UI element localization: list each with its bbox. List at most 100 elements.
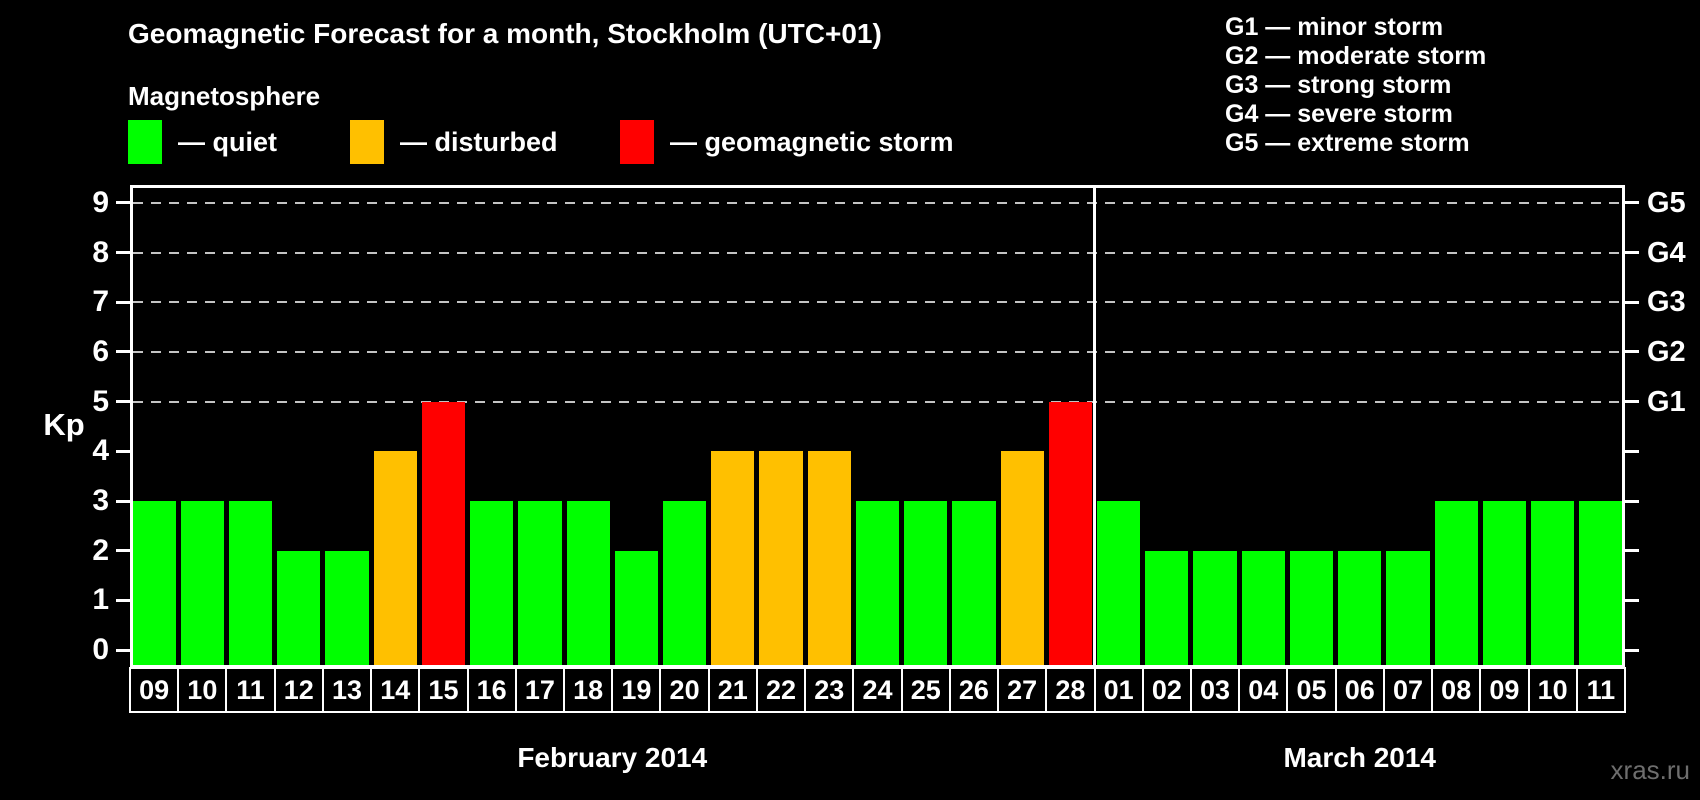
day-label-february-25: 25 bbox=[900, 667, 951, 713]
day-label-february-09: 09 bbox=[129, 667, 180, 713]
bar-february-25 bbox=[904, 501, 948, 665]
y-axis-label-5: 5 bbox=[92, 384, 109, 418]
month-label-march: March 2014 bbox=[1283, 742, 1437, 773]
right-tick-kp4 bbox=[1625, 449, 1639, 453]
legend-item-disturbed: — disturbed bbox=[350, 120, 558, 164]
day-label-march-02: 02 bbox=[1141, 667, 1192, 713]
day-label-march-04: 04 bbox=[1238, 667, 1289, 713]
day-label-february-21: 21 bbox=[707, 667, 758, 713]
g-scale-legend-line-5: G5 — extreme storm bbox=[1225, 129, 1470, 157]
day-label-february-10: 10 bbox=[177, 667, 228, 713]
day-label-february-22: 22 bbox=[755, 667, 807, 713]
chart-title: Geomagnetic Forecast for a month, Stockh… bbox=[128, 18, 882, 49]
left-tick-kp7 bbox=[116, 300, 130, 304]
g-scale-legend-line-2: G2 — moderate storm bbox=[1225, 42, 1487, 70]
right-tick-kp1 bbox=[1625, 598, 1639, 602]
bar-march-03 bbox=[1193, 550, 1237, 665]
y-axis-label-8: 8 bbox=[92, 235, 109, 269]
left-tick-kp3 bbox=[116, 499, 130, 503]
quiet-swatch bbox=[128, 120, 162, 164]
right-tick-kp5 bbox=[1625, 400, 1639, 404]
bar-march-10 bbox=[1531, 501, 1575, 665]
plot-frame bbox=[130, 185, 1625, 668]
left-tick-kp1 bbox=[116, 598, 130, 602]
bar-february-18 bbox=[566, 501, 610, 665]
bar-february-12 bbox=[277, 550, 321, 665]
legend-item-label: — quiet bbox=[178, 126, 277, 157]
bar-february-27 bbox=[1000, 451, 1044, 665]
g-scale-label-g1: G1 bbox=[1647, 385, 1686, 418]
bar-march-04 bbox=[1241, 550, 1285, 665]
bar-march-01 bbox=[1097, 501, 1141, 665]
day-label-february-15: 15 bbox=[418, 667, 469, 713]
month-label-february: February 2014 bbox=[517, 742, 708, 773]
y-axis-label-1: 1 bbox=[92, 583, 109, 617]
day-label-february-27: 27 bbox=[997, 667, 1048, 713]
right-tick-kp2 bbox=[1625, 549, 1639, 553]
bar-march-07 bbox=[1386, 550, 1430, 665]
right-tick-kp6 bbox=[1625, 350, 1639, 354]
bar-february-26 bbox=[952, 501, 996, 665]
legend-item-quiet: — quiet bbox=[128, 120, 277, 164]
left-tick-kp6 bbox=[116, 350, 130, 354]
g-scale-legend-line-1: G1 — minor storm bbox=[1225, 13, 1444, 41]
bar-february-28 bbox=[1048, 401, 1092, 665]
right-tick-kp0 bbox=[1625, 648, 1639, 652]
bar-february-23 bbox=[807, 451, 851, 665]
right-tick-kp9 bbox=[1625, 201, 1639, 205]
y-axis-label-4: 4 bbox=[92, 434, 109, 468]
bar-february-16 bbox=[470, 501, 514, 665]
y-axis-label-3: 3 bbox=[92, 484, 109, 518]
legend-item-storm: — geomagnetic storm bbox=[620, 120, 954, 164]
g-scale-label-g2: G2 bbox=[1647, 335, 1686, 368]
day-label-march-06: 06 bbox=[1334, 667, 1385, 713]
day-label-february-23: 23 bbox=[804, 667, 855, 713]
bar-february-09 bbox=[132, 501, 176, 665]
bar-february-22 bbox=[759, 451, 803, 665]
g-scale-legend: G1 — minor storm G2 — moderate storm G3 — … bbox=[1225, 13, 1486, 158]
day-label-march-07: 07 bbox=[1382, 667, 1434, 713]
day-label-february-13: 13 bbox=[321, 667, 373, 713]
gridline-kp5 bbox=[133, 400, 1622, 403]
left-tick-kp4 bbox=[116, 449, 130, 453]
day-label-march-05: 05 bbox=[1286, 667, 1337, 713]
bar-february-24 bbox=[855, 501, 900, 665]
right-tick-kp3 bbox=[1625, 499, 1639, 503]
day-label-march-01: 01 bbox=[1093, 667, 1144, 713]
day-label-february-28: 28 bbox=[1045, 667, 1096, 713]
left-tick-kp5 bbox=[116, 400, 130, 404]
day-label-march-09: 09 bbox=[1479, 667, 1530, 713]
gridline-kp7 bbox=[133, 301, 1622, 304]
y-axis-label-7: 7 bbox=[92, 285, 109, 319]
day-label-march-03: 03 bbox=[1189, 667, 1241, 713]
legend-item-label: — geomagnetic storm bbox=[670, 126, 954, 157]
disturbed-swatch bbox=[350, 120, 384, 164]
g-scale-label-g5: G5 bbox=[1647, 186, 1686, 219]
g-scale-legend-line-3: G3 — strong storm bbox=[1225, 71, 1452, 99]
day-label-march-10: 10 bbox=[1527, 667, 1578, 713]
bar-march-05 bbox=[1289, 550, 1334, 665]
bar-march-06 bbox=[1338, 550, 1382, 665]
bar-february-21 bbox=[711, 451, 755, 665]
left-tick-kp8 bbox=[116, 251, 130, 255]
gridline-kp8 bbox=[133, 251, 1622, 254]
y-axis-title: Kp bbox=[43, 407, 85, 442]
y-axis-label-6: 6 bbox=[92, 334, 109, 368]
bar-february-20 bbox=[662, 501, 707, 665]
bar-february-15 bbox=[421, 401, 466, 665]
day-label-february-11: 11 bbox=[225, 667, 276, 713]
g-scale-label-g4: G4 bbox=[1647, 236, 1686, 269]
day-label-february-12: 12 bbox=[273, 667, 324, 713]
day-label-february-17: 17 bbox=[514, 667, 566, 713]
day-label-march-08: 08 bbox=[1431, 667, 1482, 713]
day-label-february-18: 18 bbox=[563, 667, 614, 713]
watermark: xras.ru bbox=[1610, 755, 1690, 785]
legend-item-label: — disturbed bbox=[400, 126, 558, 157]
day-label-february-24: 24 bbox=[852, 667, 903, 713]
gridline-kp9 bbox=[133, 201, 1622, 204]
bar-march-02 bbox=[1145, 550, 1189, 665]
day-label-february-20: 20 bbox=[659, 667, 710, 713]
day-label-february-16: 16 bbox=[466, 667, 517, 713]
storm-swatch bbox=[620, 120, 654, 164]
